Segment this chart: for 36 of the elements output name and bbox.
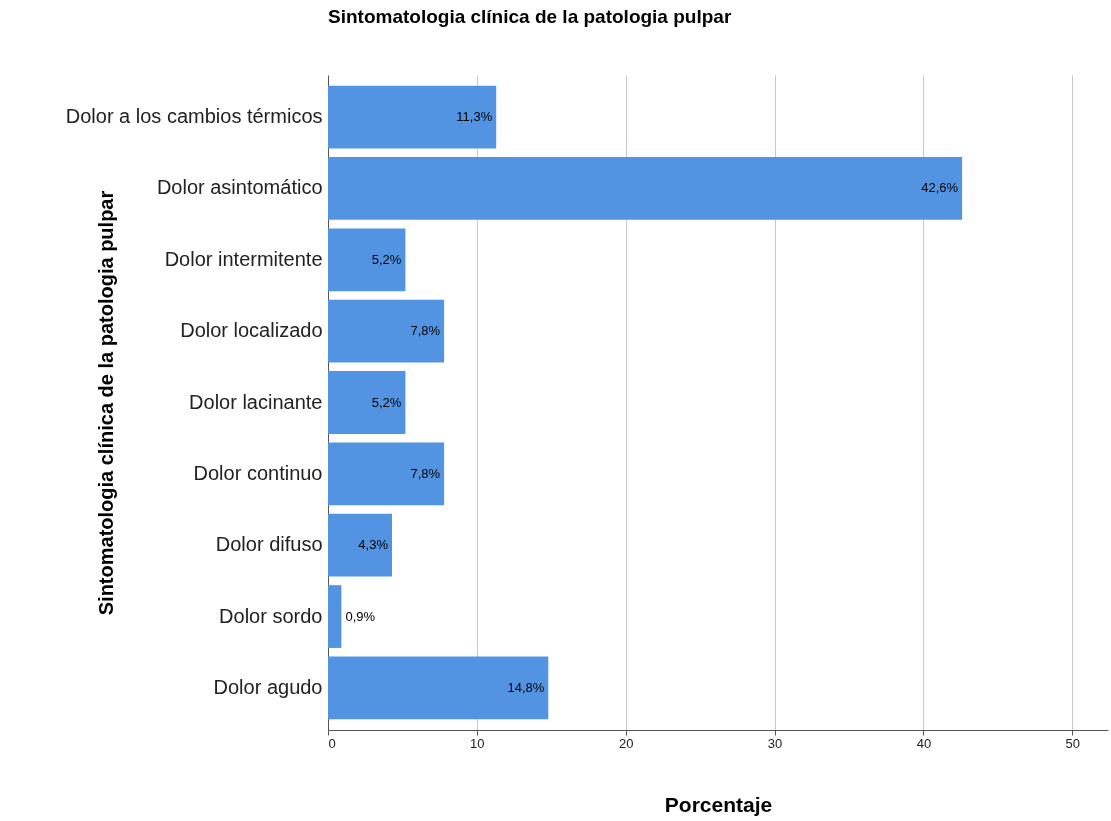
bar [328, 585, 342, 648]
bar [328, 371, 406, 434]
bar [328, 442, 445, 506]
data-label: 42,6% [921, 180, 959, 196]
x-tick-label: 40 [916, 735, 932, 751]
data-label: 5,2% [371, 394, 402, 410]
x-tick-label: 50 [1065, 735, 1081, 751]
bar [328, 656, 549, 720]
y-tick-label: Dolor localizado [180, 319, 323, 342]
y-tick-label: Dolor intermitente [164, 247, 323, 270]
data-label: 7,8% [410, 323, 441, 339]
data-label: 14,8% [507, 679, 545, 695]
x-tick-label: 10 [470, 735, 485, 751]
x-axis-title: Porcentaje [664, 792, 773, 816]
bar [328, 299, 445, 363]
y-tick-label: Dolor continuo [193, 461, 323, 484]
data-label: 7,8% [410, 465, 441, 481]
y-tick-label: Dolor a los cambios térmicos [65, 105, 323, 128]
y-tick-label: Dolor lacinante [189, 390, 323, 413]
x-tick-label: 20 [618, 735, 634, 751]
bar [328, 513, 393, 577]
data-label: 0,9% [345, 608, 376, 624]
chart-title: Sintomatologia clínica de la patologia pulpar [328, 6, 732, 27]
y-axis-title: Sintomatologia clínica de la patologia pulpar [94, 190, 117, 616]
data-label: 11,3% [456, 109, 493, 125]
x-tick-label: 30 [767, 735, 783, 751]
y-tick-label: Dolor agudo [213, 675, 323, 698]
bar [328, 85, 497, 149]
data-label: 4,3% [358, 537, 389, 553]
y-tick-label: Dolor sordo [219, 604, 323, 627]
data-label: 5,2% [371, 251, 402, 267]
y-tick-label: Dolor difuso [215, 533, 323, 556]
y-tick-label: Dolor asintomático [156, 176, 323, 199]
bar [328, 157, 963, 220]
bar [328, 228, 406, 292]
x-tick-label: 0 [328, 735, 336, 751]
